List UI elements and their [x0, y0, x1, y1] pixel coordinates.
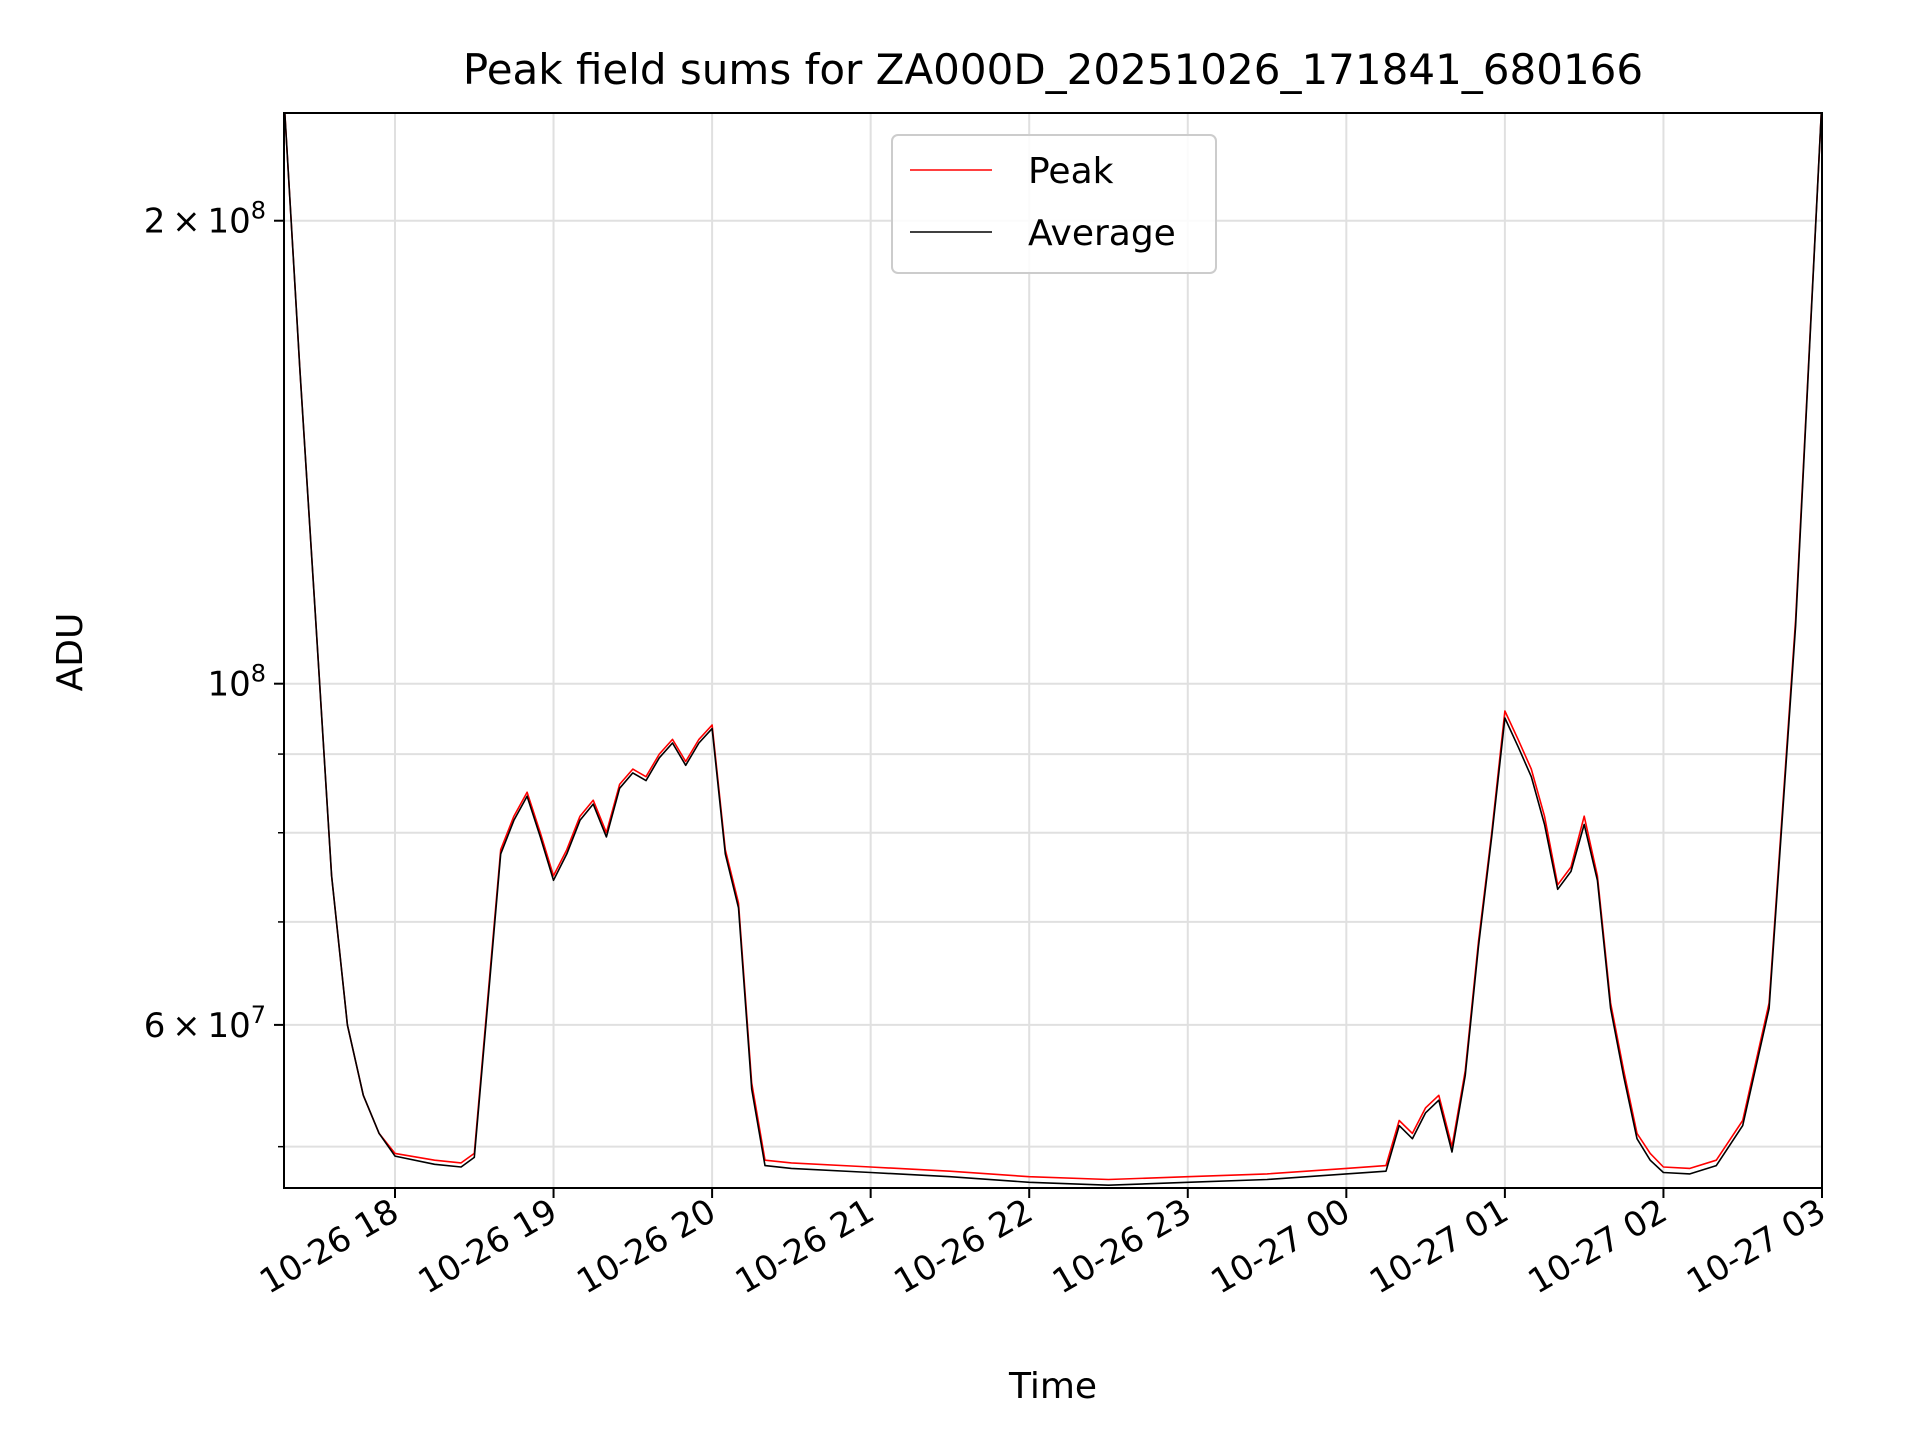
chart-title: Peak field sums for ZA000D_20251026_1718…	[463, 45, 1643, 94]
y-axis: 6 × 107 108 2 × 108	[144, 197, 284, 1148]
series-line-average	[284, 113, 1822, 1186]
y-axis-label: ADU	[50, 613, 91, 692]
series-layer	[284, 113, 1822, 1186]
y-tick-label: 6 × 107	[144, 1001, 266, 1046]
legend-label-average: Average	[1028, 213, 1176, 254]
legend: Peak Average	[891, 134, 1217, 274]
y-tick-label: 108	[207, 660, 266, 705]
legend-label-peak: Peak	[1028, 151, 1114, 192]
x-axis-label: Time	[1008, 1366, 1097, 1407]
plot-frame	[283, 112, 1823, 1189]
y-tick-label: 2 × 108	[144, 197, 266, 242]
